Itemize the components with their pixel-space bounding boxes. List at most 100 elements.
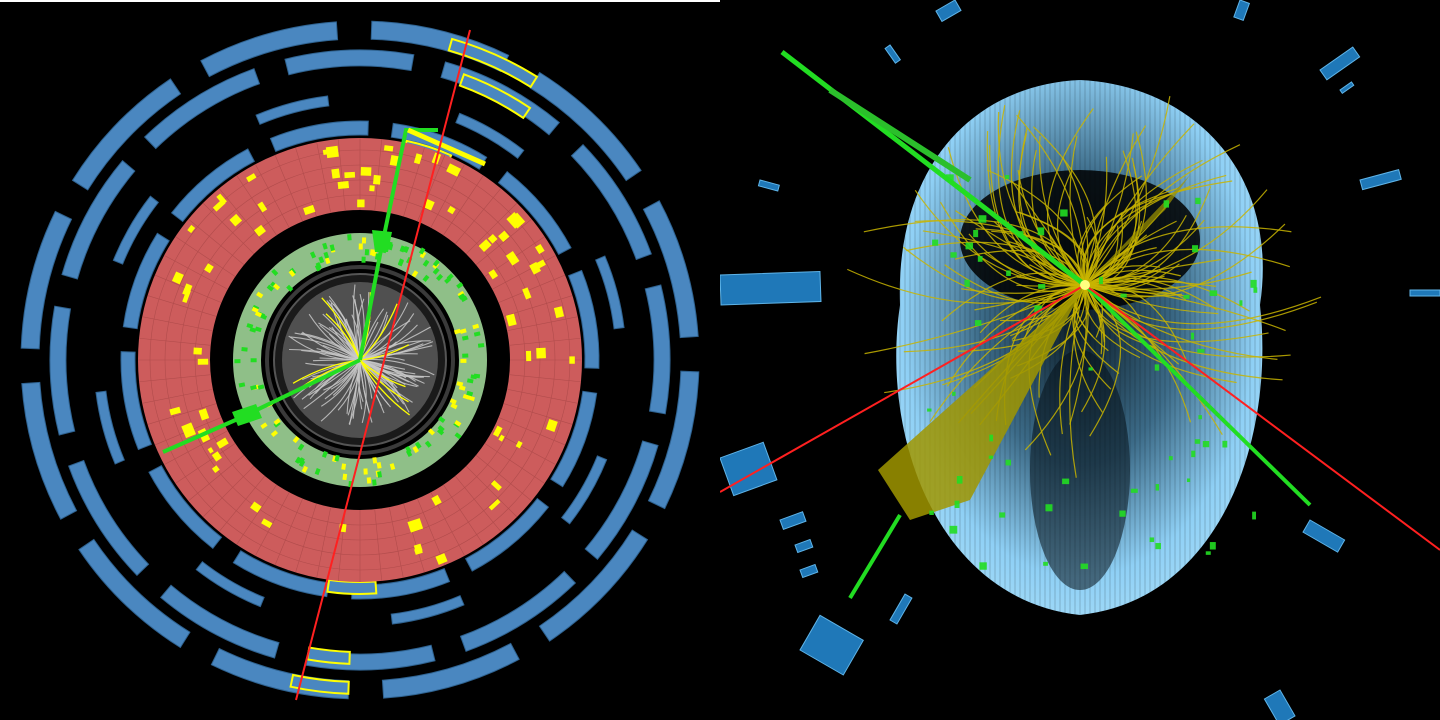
calorimeter-deposit [974, 320, 982, 326]
em-energy-deposit [372, 457, 378, 464]
charged-track [987, 169, 1086, 286]
em-energy-deposit [458, 385, 466, 391]
muon-chamber-hit [306, 646, 351, 665]
em-energy-deposit [466, 378, 474, 384]
em-energy-deposit [249, 327, 257, 333]
charged-track [1084, 283, 1188, 363]
charged-track [1084, 279, 1187, 301]
em-energy-deposit [361, 237, 367, 244]
calorimeter-deposit [929, 510, 934, 515]
em-energy-deposit [419, 251, 427, 259]
jet-energy-tower [232, 404, 262, 426]
calorimeter-deposit [977, 256, 983, 262]
calorimeter-deposit [1037, 227, 1045, 236]
muon-chamber-segment [390, 594, 465, 625]
muon-chamber-segment [143, 68, 261, 150]
em-energy-deposit [377, 471, 383, 478]
charged-track [1084, 284, 1168, 294]
hadronic-energy-deposit [357, 199, 365, 208]
calorimeter-deposit [1080, 563, 1088, 570]
calorimeter-deposit [1163, 200, 1170, 208]
em-energy-deposit [453, 328, 461, 335]
muon-chamber-segment [538, 529, 649, 642]
high-energy-track-bundle [828, 87, 972, 183]
em-energy-deposit [411, 270, 419, 278]
hadronic-energy-deposit [505, 313, 517, 327]
inner-track [332, 359, 361, 396]
muon-chamber-hit [326, 578, 378, 595]
charged-track [1084, 123, 1195, 286]
charged-track [1077, 205, 1106, 286]
charged-track [847, 268, 1086, 305]
hadronic-energy-deposit [413, 153, 423, 165]
perspective-view-panel [720, 0, 1440, 720]
muon-chamber-block [757, 179, 780, 192]
hadronic-energy-deposit [207, 447, 214, 454]
inner-track [320, 359, 361, 422]
calorimeter-cell-ring [194, 194, 526, 526]
calorimeter-deposit [1186, 478, 1191, 483]
hadronic-energy-deposit [169, 406, 182, 416]
hadronic-energy-deposit [487, 233, 498, 244]
muon-chamber-segment [255, 95, 330, 126]
muon-track [295, 29, 471, 701]
muon-chamber-segment [21, 381, 78, 520]
charged-track [1084, 95, 1171, 286]
muon-chamber-segment [381, 642, 520, 699]
inner-track-highlight [359, 359, 409, 403]
inner-track [359, 359, 416, 375]
muon-chamber-block [1233, 0, 1251, 21]
jet-energy-bar [358, 128, 438, 361]
high-energy-track [848, 513, 902, 600]
calorimeter-deposit [1004, 175, 1010, 179]
calorimeter-deposit [1192, 245, 1199, 253]
muon-chamber-segment [71, 78, 182, 191]
em-energy-deposit [260, 422, 268, 430]
calorimeter-deposit [1253, 287, 1258, 293]
em-energy-deposit [266, 284, 274, 292]
interaction-vertex [1080, 280, 1090, 290]
muon-chamber-segment [232, 550, 330, 598]
muon-chamber-block [720, 441, 778, 497]
hadronic-energy-deposit [498, 434, 505, 442]
charged-track [1011, 180, 1086, 286]
muon-chamber-block [1302, 519, 1346, 553]
hadronic-energy-deposit [254, 224, 266, 237]
charged-track [1059, 284, 1086, 435]
em-energy-deposit [341, 463, 347, 470]
muon-chamber-block [1339, 81, 1355, 94]
em-energy-deposit [250, 384, 257, 391]
em-energy-deposit [314, 468, 321, 476]
em-energy-deposit [366, 477, 372, 484]
em-energy-deposit [257, 384, 265, 390]
hadronic-energy-deposit [569, 356, 575, 364]
em-energy-deposit [363, 468, 368, 475]
em-energy-deposit [397, 259, 404, 267]
hadronic-energy-deposit [331, 168, 341, 179]
muon-chamber-segment [497, 170, 572, 256]
hadronic-energy-deposit [447, 205, 456, 215]
calorimeter-deposit [964, 279, 970, 287]
inner-track-highlight [359, 359, 410, 416]
em-energy-deposit [301, 465, 309, 473]
hadronic-energy-deposit [498, 230, 510, 243]
calorimeter-deposit [1202, 441, 1210, 448]
em-energy-deposit [342, 473, 348, 481]
hadronic-energy-deposit [171, 271, 184, 285]
muon-chamber-segment [529, 71, 642, 182]
calorimeter-deposit [988, 455, 994, 459]
charged-track [1084, 275, 1165, 287]
muon-chamber-segment [269, 120, 369, 153]
hadronic-energy-deposit [446, 163, 462, 177]
em-energy-deposit [438, 416, 446, 423]
hadronic-energy-deposit [423, 199, 435, 211]
muon-chamber-segment [195, 561, 265, 608]
perspective-view-graphic [720, 0, 1440, 720]
em-energy-deposit [436, 273, 444, 281]
muon-chamber-segment [122, 232, 170, 330]
charged-track [947, 147, 1086, 286]
charged-track [1084, 275, 1250, 312]
calorimeter-deposit [1197, 348, 1205, 353]
hadronic-energy-deposit [344, 171, 356, 179]
muon-chamber-segment [95, 390, 126, 465]
